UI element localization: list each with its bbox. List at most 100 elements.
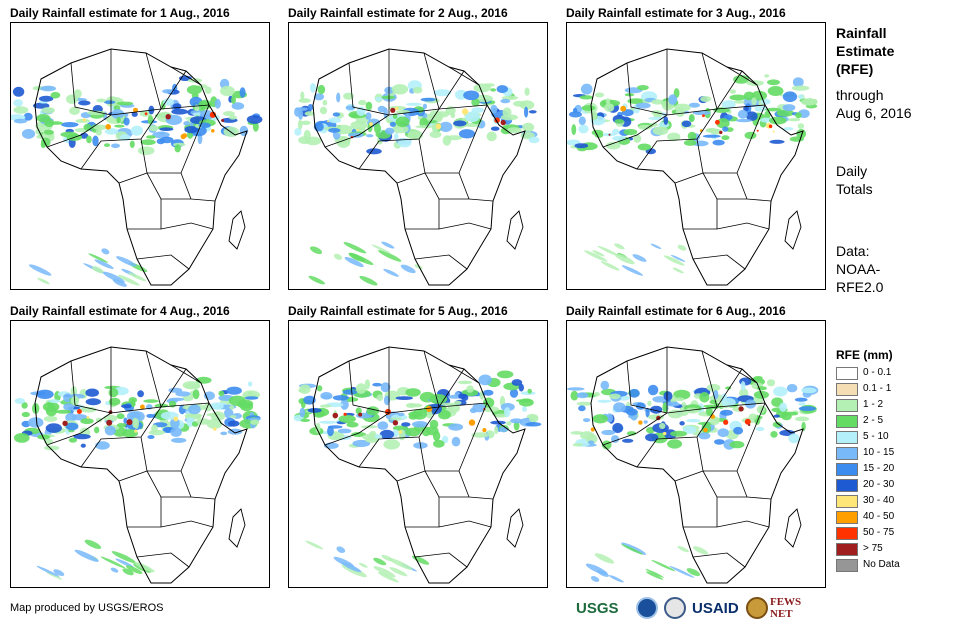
rain-patch [788, 118, 801, 122]
rain-patch [104, 128, 119, 135]
rain-patch [172, 103, 182, 110]
rain-patch [96, 98, 107, 103]
rain-patch [451, 436, 461, 447]
rain-patch [231, 102, 245, 110]
rain-patch [345, 105, 356, 110]
heavy-rain-spot [738, 406, 744, 412]
rain-patch [524, 106, 529, 118]
ocean-rain-streak [128, 272, 147, 282]
rain-patch [298, 98, 311, 103]
rain-patch [299, 384, 311, 394]
rain-patch [391, 84, 409, 95]
rain-patch [78, 100, 91, 106]
rain-patch [604, 103, 615, 112]
country-border [418, 104, 488, 174]
rain-patch [411, 409, 427, 420]
africa-map [293, 346, 542, 584]
legend-label: 15 - 20 [863, 463, 895, 474]
rain-patch [570, 431, 584, 435]
country-border [636, 108, 718, 170]
legend-label: 20 - 30 [863, 479, 895, 490]
rain-patch [85, 398, 102, 406]
heavy-rain-spot [134, 429, 138, 433]
country-border [140, 402, 210, 472]
ocean-rain-streak [388, 558, 413, 570]
rain-patch [86, 135, 92, 144]
rain-patch [332, 395, 349, 401]
rain-patch [663, 391, 673, 401]
ocean-rain-streak [74, 549, 99, 562]
ocean-rain-streak [53, 569, 65, 576]
rain-patch [524, 87, 530, 96]
rain-patch [94, 426, 100, 434]
rain-patch [391, 125, 409, 134]
rain-patch [346, 421, 359, 428]
rain-patch [159, 127, 174, 131]
heavy-rain-spot [608, 133, 611, 136]
rainfall-map-aug-2 [288, 22, 548, 290]
rain-patch [465, 111, 480, 122]
rain-patch [748, 413, 758, 420]
rain-patch [322, 99, 328, 106]
rain-patch [415, 125, 433, 129]
rain-patch [438, 409, 451, 420]
rain-patch [633, 134, 642, 143]
country-border [180, 470, 192, 498]
rain-patch [482, 389, 494, 396]
ocean-rain-streak [46, 571, 63, 580]
rain-patch [600, 380, 610, 390]
rain-patch [651, 99, 664, 105]
heavy-rain-spot [211, 129, 215, 133]
ocean-rain-streak [650, 243, 662, 250]
ocean-rain-streak [693, 546, 709, 555]
rain-patch [14, 398, 25, 404]
ocean-rain-streak [101, 248, 110, 255]
rain-patch [130, 125, 143, 136]
rain-patch [365, 101, 373, 111]
rain-patch [527, 388, 532, 394]
rain-patch [14, 433, 30, 443]
rain-patch [490, 126, 500, 131]
madagascar-outline [784, 210, 802, 250]
legend-swatch [836, 495, 858, 508]
rain-patch [114, 124, 125, 128]
heavy-rain-spot [173, 416, 179, 422]
rain-patch [149, 125, 159, 132]
rain-patch [702, 134, 721, 138]
legend-label: 0 - 0.1 [863, 367, 892, 378]
rain-patch [146, 135, 156, 139]
rain-patch [309, 83, 316, 93]
legend-item: 5 - 10 [836, 430, 956, 446]
rain-patch [506, 421, 512, 426]
ocean-rain-streak [344, 257, 364, 267]
rain-patch [420, 97, 436, 102]
rain-patch [13, 106, 29, 114]
credit-text: Map produced by USGS/EROS [10, 602, 164, 614]
rain-patch [440, 402, 456, 406]
rain-patch [43, 129, 54, 135]
rain-patch [198, 99, 212, 110]
rain-patch [426, 410, 433, 419]
rain-patch [214, 98, 221, 109]
rain-patch [37, 434, 51, 440]
rain-patch [377, 105, 386, 113]
legend-swatch [836, 543, 858, 556]
rain-patch [104, 425, 116, 436]
rain-patch [119, 134, 131, 141]
country-border [726, 66, 758, 86]
rain-patch [490, 420, 506, 425]
country-border [696, 402, 766, 472]
ocean-rain-streak [358, 562, 368, 568]
rain-patch [69, 106, 80, 115]
rain-patch [667, 439, 683, 449]
rain-patch [44, 445, 60, 451]
rain-patch [782, 127, 794, 131]
country-border [602, 114, 668, 148]
rain-patch [23, 112, 33, 121]
rain-patch [239, 87, 246, 98]
rain-patch [80, 406, 97, 413]
rain-patch [645, 407, 650, 418]
country-border [692, 254, 746, 270]
ocean-rain-streak [377, 572, 399, 583]
rain-patch [116, 423, 127, 428]
